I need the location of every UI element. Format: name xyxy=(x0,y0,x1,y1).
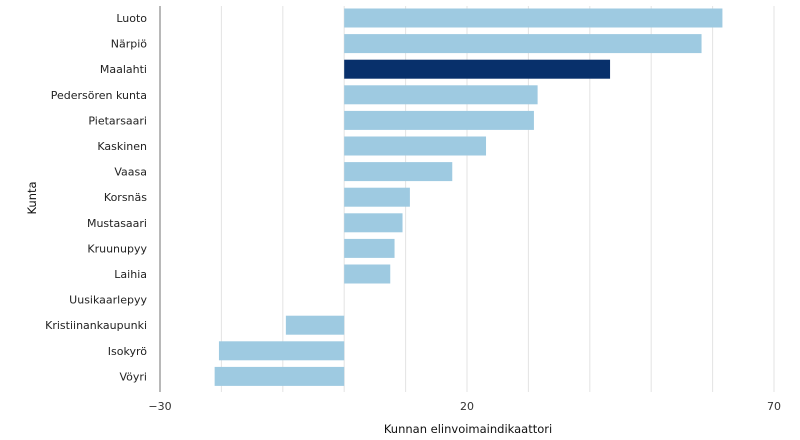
x-tick-labels: −30 20 70 xyxy=(148,400,781,413)
x-axis-title: Kunnan elinvoimaindikaattori xyxy=(384,422,552,436)
category-label: Korsnäs xyxy=(104,191,147,204)
category-label: Uusikaarlepyy xyxy=(69,294,147,307)
bar xyxy=(344,34,702,54)
y-axis-title: Kunta xyxy=(25,181,39,214)
category-label: Luoto xyxy=(116,12,147,25)
category-label: Isokyrö xyxy=(108,345,147,358)
bar xyxy=(285,315,345,335)
category-label: Vöyri xyxy=(120,370,148,383)
category-label: Kaskinen xyxy=(97,140,147,153)
category-label: Kristiinankaupunki xyxy=(45,319,147,332)
bar xyxy=(344,59,611,79)
bar xyxy=(344,238,395,258)
bar xyxy=(344,187,410,207)
bar xyxy=(344,264,391,284)
x-tick-label: 20 xyxy=(460,400,474,413)
category-label: Maalahti xyxy=(100,63,147,76)
bar xyxy=(344,85,538,105)
x-tick-label: −30 xyxy=(148,400,171,413)
bar xyxy=(344,162,453,182)
bar xyxy=(344,110,534,130)
bar xyxy=(218,341,345,361)
category-label: Laihia xyxy=(114,268,147,281)
category-label: Pietarsaari xyxy=(88,114,147,127)
bar xyxy=(214,366,345,386)
bar xyxy=(344,213,403,233)
bars xyxy=(214,8,723,386)
category-label: Pedersören kunta xyxy=(51,89,147,102)
bar xyxy=(344,136,487,156)
category-label: Mustasaari xyxy=(87,217,147,230)
bar xyxy=(344,8,723,28)
category-label: Närpiö xyxy=(111,38,148,51)
category-label: Vaasa xyxy=(114,166,147,179)
x-tick-label: 70 xyxy=(767,400,781,413)
category-label: Kruunupyy xyxy=(87,242,147,255)
category-labels: Luoto Närpiö Maalahti Pedersören kunta Pieta… xyxy=(45,12,147,383)
